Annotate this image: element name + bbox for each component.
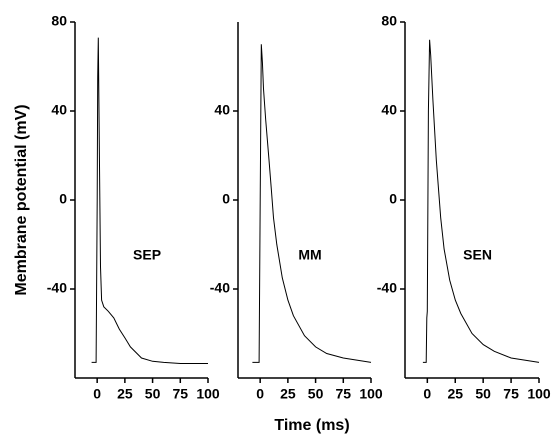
- y-tick-label: 0: [389, 191, 397, 207]
- x-tick-label: 0: [93, 386, 101, 402]
- y-axis-label: Membrane potential (mV): [13, 104, 30, 295]
- y-tick-label: 40: [51, 102, 67, 118]
- trace: [422, 39, 540, 363]
- x-axis-label: Time (ms): [274, 417, 349, 434]
- x-tick-label: 50: [145, 386, 161, 402]
- x-tick-label: 25: [117, 386, 133, 402]
- x-tick-label: 100: [196, 386, 220, 402]
- x-tick-label: 75: [173, 386, 189, 402]
- y-tick-label: 0: [59, 191, 67, 207]
- y-tick-label: -40: [47, 280, 67, 296]
- x-tick-label: 75: [336, 386, 352, 402]
- y-tick-label: -40: [377, 280, 397, 296]
- y-tick-label: -40: [210, 280, 230, 296]
- trace: [91, 37, 208, 364]
- x-tick-label: 50: [308, 386, 324, 402]
- y-tick-label: 40: [381, 102, 397, 118]
- x-tick-label: 25: [280, 386, 296, 402]
- x-tick-label: 0: [423, 386, 431, 402]
- y-tick-label: 80: [381, 13, 397, 29]
- panel-label: MM: [298, 246, 321, 262]
- y-tick-label: 80: [51, 13, 67, 29]
- trace: [252, 44, 372, 363]
- y-tick-label: 0: [222, 191, 230, 207]
- x-tick-label: 75: [503, 386, 519, 402]
- x-tick-label: 25: [447, 386, 463, 402]
- x-tick-label: 50: [475, 386, 491, 402]
- panel-label: SEP: [133, 246, 161, 262]
- y-tick-label: 40: [214, 102, 230, 118]
- panel-label: SEN: [463, 246, 492, 262]
- x-tick-label: 0: [256, 386, 264, 402]
- x-tick-label: 100: [359, 386, 383, 402]
- x-tick-label: 100: [527, 386, 551, 402]
